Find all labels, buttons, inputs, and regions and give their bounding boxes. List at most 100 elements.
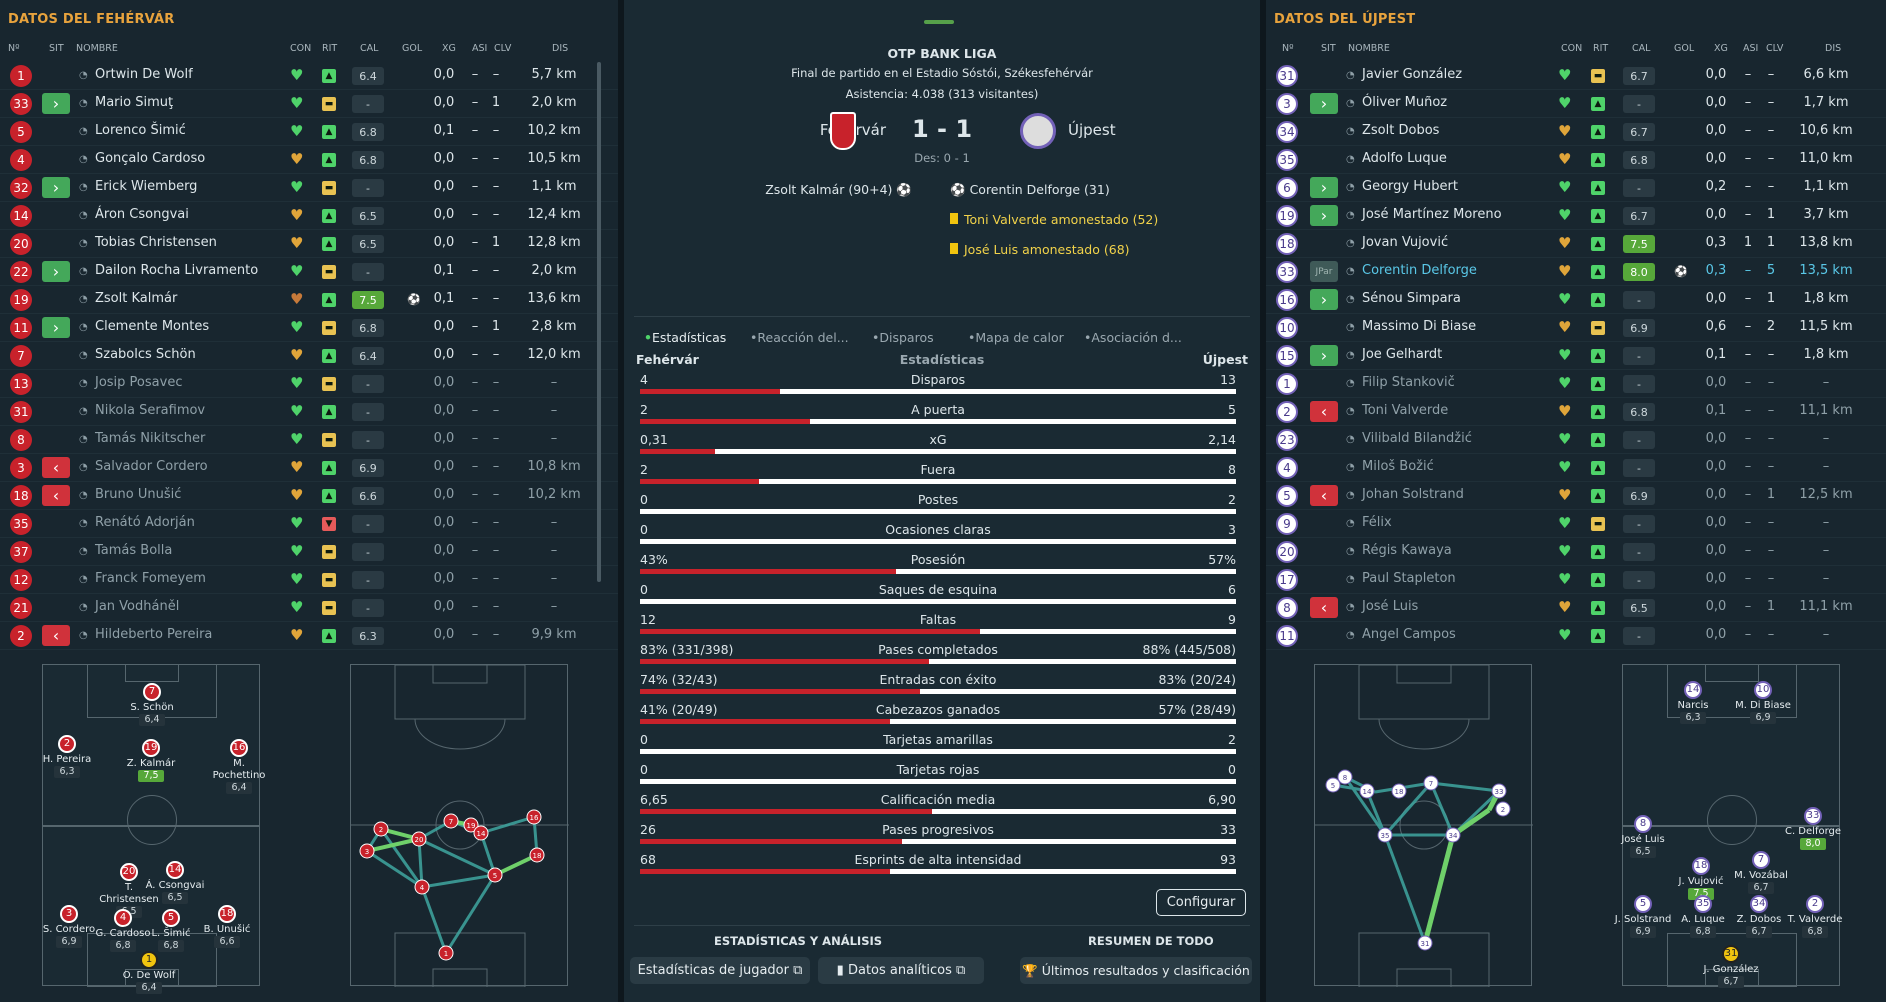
player-row[interactable]: 6 › ◔ Georgy Hubert ♥ ▲ - 0,2 – – 1,1 km <box>1266 174 1886 202</box>
player-row[interactable]: 1 ◔ Ortwin De Wolf ♥ ▲ 6.4 0,0 – – 5,7 km <box>0 62 618 90</box>
player-row[interactable]: 20 ◔ Tobias Christensen ♥ ▲ 6.5 0,0 –1 12,8 km <box>0 230 618 258</box>
col-num[interactable]: Nº <box>1282 43 1294 54</box>
player-name[interactable]: Mario Simuţ <box>95 95 174 110</box>
col-con[interactable]: CON <box>1561 43 1583 54</box>
home-list-scrollbar[interactable] <box>597 62 601 582</box>
player-name[interactable]: Javier González <box>1362 67 1463 82</box>
player-name[interactable]: Gonçalo Cardoso <box>95 151 206 166</box>
analytics-button[interactable]: ▮ Datos analíticos ⧉ <box>818 957 984 984</box>
player-name[interactable]: Toni Valverde <box>1362 403 1449 418</box>
player-name[interactable]: Corentin Delforge <box>1362 263 1477 278</box>
player-row[interactable]: 20 ◔ Régis Kawaya ♥ ▲ -0,0– – – <box>1266 538 1886 566</box>
formation-player[interactable]: 18 B. Unušić 6,6 <box>197 905 257 948</box>
player-name[interactable]: Clemente Montes <box>95 319 210 334</box>
formation-player[interactable]: 7 M. Vozábal 6,7 <box>1731 851 1791 894</box>
tab-disparos[interactable]: • Disparos <box>872 330 934 345</box>
player-row[interactable]: 23 ◔ Vilibald Bilandžić ♥ ▲ -0,0– – – <box>1266 426 1886 454</box>
player-row[interactable]: 16 › ◔ Sénou Simpara ♥ ▲ - 0,0 –1 1,8 km <box>1266 286 1886 314</box>
player-row[interactable]: 32 › ◔ Erick Wiemberg ♥ ▬ - 0,0 – – 1,1 km <box>0 174 618 202</box>
player-name[interactable]: Hildeberto Pereira <box>95 627 213 642</box>
col-name[interactable]: NOMBRE <box>76 43 118 54</box>
tab-mapa-calor[interactable]: • Mapa de calor <box>968 330 1064 345</box>
player-row[interactable]: 11 ◔ Angel Campos ♥ ▲ -0,0– – – <box>1266 622 1886 650</box>
col-sit[interactable]: SIT <box>49 43 64 54</box>
player-row[interactable]: 4 ◔ Miloš Božić ♥ ▲ -0,0– – – <box>1266 454 1886 482</box>
player-name[interactable]: Óliver Muñoz <box>1362 95 1448 110</box>
player-name[interactable]: Tamás Nikitscher <box>95 431 206 446</box>
col-asi[interactable]: ASI <box>472 43 488 54</box>
player-name[interactable]: Filip Stankovič <box>1362 375 1455 390</box>
player-row[interactable]: 33 JPar ◔ Corentin Delforge ♥ ▲ 8.0 ⚽ 0,3 –5 13,5 … <box>1266 258 1886 286</box>
tab-reaccion[interactable]: • Reacción del... <box>750 330 849 345</box>
formation-player[interactable]: 34 Z. Dobos 6,7 <box>1729 895 1789 938</box>
player-row[interactable]: 19 › ◔ José Martínez Moreno ♥ ▲ 6.7 0,0 –1 3,7 km <box>1266 202 1886 230</box>
formation-player[interactable]: 16 M. Pochettino 6,4 <box>209 739 269 794</box>
tab-asociacion[interactable]: • Asociación d... <box>1084 330 1182 345</box>
player-name[interactable]: Tamás Bolla <box>95 543 173 558</box>
col-gol[interactable]: GOL <box>402 43 423 54</box>
col-dis[interactable]: DIS <box>552 43 569 54</box>
player-row[interactable]: 12 ◔ Franck Fomeyem ♥ ▬ -0,0– – – <box>0 566 618 594</box>
player-name[interactable]: Erick Wiemberg <box>95 179 198 194</box>
formation-player[interactable]: 18 J. Vujović 7,5 <box>1671 857 1731 900</box>
player-row[interactable]: 31 ◔ Javier González ♥ ▬ 6.7 0,0 – – 6,6 km <box>1266 62 1886 90</box>
player-row[interactable]: 8 ◔ Tamás Nikitscher ♥ ▬ -0,0– – – <box>0 426 618 454</box>
col-dis[interactable]: DIS <box>1825 43 1842 54</box>
player-row[interactable]: 35 ◔ Renátó Adorján ♥ ▼ -0,0– – – <box>0 510 618 538</box>
player-row[interactable]: 17 ◔ Paul Stapleton ♥ ▲ -0,0– – – <box>1266 566 1886 594</box>
formation-player[interactable]: 5 L. Šimić 6,8 <box>141 909 201 952</box>
player-row[interactable]: 2 ‹ ◔ Hildeberto Pereira ♥ ▲ 6.3 0,0 – – 9,9 km <box>0 622 618 650</box>
player-row[interactable]: 22 › ◔ Dailon Rocha Livramento ♥ ▬ - 0,1 – – 2,0 k… <box>0 258 618 286</box>
player-stats-button[interactable]: Estadísticas de jugador ⧉ <box>630 957 810 984</box>
player-name[interactable]: Angel Campos <box>1362 627 1456 642</box>
player-name[interactable]: Salvador Cordero <box>95 459 208 474</box>
player-row[interactable]: 18 ◔ Jovan Vujović ♥ ▲ 7.5 0,3 1 1 13,8 km <box>1266 230 1886 258</box>
player-row[interactable]: 4 ◔ Gonçalo Cardoso ♥ ▲ 6.8 0,0 – – 10,5 km <box>0 146 618 174</box>
formation-player[interactable]: 2 T. Valverde 6,8 <box>1785 895 1845 938</box>
formation-player[interactable]: 14 Á. Csongvai 6,5 <box>145 861 205 904</box>
col-xg[interactable]: XG <box>1714 43 1728 54</box>
player-name[interactable]: Jovan Vujović <box>1362 235 1449 250</box>
player-row[interactable]: 34 ◔ Zsolt Dobos ♥ ▲ 6.7 0,0 – – 10,6 km <box>1266 118 1886 146</box>
player-name[interactable]: Bruno Unušić <box>95 487 182 502</box>
player-row[interactable]: 11 › ◔ Clemente Montes ♥ ▬ 6.8 0,0 –1 2,8 km <box>0 314 618 342</box>
player-row[interactable]: 5 ◔ Lorenco Šimić ♥ ▲ 6.8 0,1 – – 10,2 km <box>0 118 618 146</box>
formation-player[interactable]: 14 Narcis 6,3 <box>1663 681 1723 724</box>
col-clv[interactable]: CLV <box>1766 43 1784 54</box>
player-name[interactable]: Massimo Di Biase <box>1362 319 1477 334</box>
formation-player[interactable]: 2 H. Pereira 6,3 <box>37 735 97 778</box>
configure-button[interactable]: Configurar <box>1156 889 1246 916</box>
col-rit[interactable]: RIT <box>322 43 338 54</box>
player-row[interactable]: 10 ◔ Massimo Di Biase ♥ ▬ 6.9 0,6 –2 11,5 km <box>1266 314 1886 342</box>
col-num[interactable]: Nº <box>8 43 20 54</box>
player-row[interactable]: 1 ◔ Filip Stankovič ♥ ▲ -0,0– – – <box>1266 370 1886 398</box>
results-button[interactable]: 🏆 Últimos resultados y clasificación <box>1020 957 1252 984</box>
tab-estadisticas[interactable]: • Estadísticas <box>644 330 727 345</box>
player-name[interactable]: Dailon Rocha Livramento <box>95 263 259 278</box>
col-gol[interactable]: GOL <box>1674 43 1695 54</box>
player-row[interactable]: 8 ‹ ◔ José Luis ♥ ▲ 6.5 0,0 –1 11,1 km <box>1266 594 1886 622</box>
player-name[interactable]: Áron Csongvai <box>95 207 189 222</box>
player-name[interactable]: Lorenco Šimić <box>95 123 186 138</box>
player-name[interactable]: Josip Posavec <box>95 375 183 390</box>
col-cal[interactable]: CAL <box>360 43 379 54</box>
player-name[interactable]: Renátó Adorján <box>95 515 195 530</box>
player-name[interactable]: Zsolt Dobos <box>1362 123 1440 138</box>
col-rit[interactable]: RIT <box>1593 43 1609 54</box>
player-row[interactable]: 21 ◔ Jan Vodháněl ♥ ▬ -0,0– – – <box>0 594 618 622</box>
player-row[interactable]: 5 ‹ ◔ Johan Solstrand ♥ ▲ 6.9 0,0 –1 12,5 km <box>1266 482 1886 510</box>
player-name[interactable]: Miloš Božić <box>1362 459 1434 474</box>
formation-player[interactable]: 3 S. Cordero 6,9 <box>39 905 99 948</box>
player-row[interactable]: 33 › ◔ Mario Simuţ ♥ ▬ - 0,0 –1 2,0 km <box>0 90 618 118</box>
col-cal[interactable]: CAL <box>1632 43 1651 54</box>
col-clv[interactable]: CLV <box>494 43 512 54</box>
player-row[interactable]: 37 ◔ Tamás Bolla ♥ ▬ -0,0– – – <box>0 538 618 566</box>
player-name[interactable]: Adolfo Luque <box>1362 151 1447 166</box>
player-row[interactable]: 3 › ◔ Óliver Muñoz ♥ ▲ - 0,0 – – 1,7 km <box>1266 90 1886 118</box>
player-name[interactable]: Paul Stapleton <box>1362 571 1456 586</box>
player-row[interactable]: 18 ‹ ◔ Bruno Unušić ♥ ▲ 6.6 0,0 – – 10,2 km <box>0 482 618 510</box>
col-asi[interactable]: ASI <box>1743 43 1759 54</box>
formation-player[interactable]: 33 C. Delforge 8,0 <box>1783 807 1843 850</box>
player-row[interactable]: 2 ‹ ◔ Toni Valverde ♥ ▲ 6.8 0,1 – – 11,1 km <box>1266 398 1886 426</box>
player-name[interactable]: José Luis <box>1362 599 1419 614</box>
